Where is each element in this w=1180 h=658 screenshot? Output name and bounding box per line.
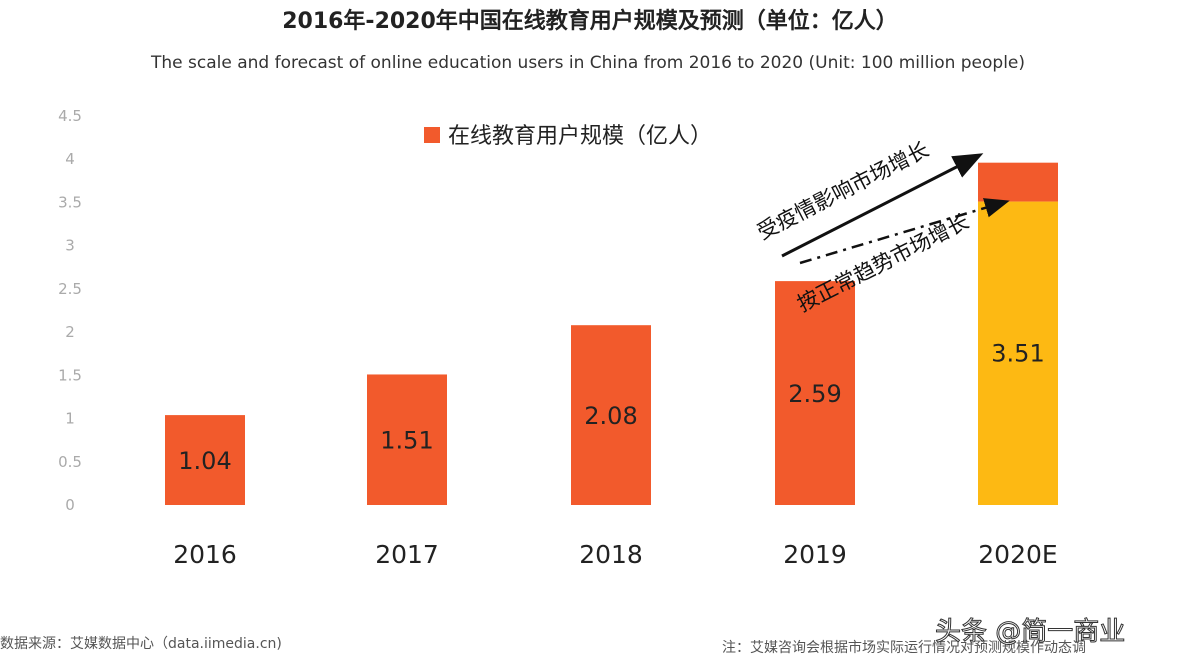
normal-growth-arrow [799, 198, 1010, 265]
bar-2020E [978, 201, 1058, 505]
x-tick-label: 2018 [579, 540, 643, 569]
y-tick-label: 3 [65, 237, 75, 255]
y-tick-label: 2.5 [58, 280, 82, 298]
x-tick-label: 2020E [978, 540, 1057, 569]
y-tick-label: 2 [65, 323, 75, 341]
covid-growth-arrow [781, 153, 984, 258]
data-label: 1.04 [178, 447, 231, 475]
annotation-covid-growth: 受疫情影响市场增长 [753, 137, 932, 244]
y-tick-label: 1 [65, 410, 75, 428]
y-tick-label: 4 [65, 150, 75, 168]
chart-subtitle: The scale and forecast of online educati… [150, 53, 1025, 73]
legend-label: 在线教育用户规模（亿人） [448, 124, 712, 149]
chart-title: 2016年-2020年中国在线教育用户规模及预测（单位：亿人） [282, 8, 898, 34]
x-tick-label: 2017 [375, 540, 439, 569]
x-tick-label: 2016 [173, 540, 237, 569]
watermark: 头条 @简一商业 [935, 617, 1125, 647]
legend-swatch [424, 127, 440, 143]
annotation-normal-growth: 按正常趋势市场增长 [793, 209, 972, 316]
y-tick-label: 0.5 [58, 453, 82, 471]
x-tick-label: 2019 [783, 540, 847, 569]
forecast-note: 注：艾媒咨询会根据市场实际运行情况对预测规模作动态调 [722, 639, 1086, 656]
source-note: 数据来源：艾媒数据中心（data.iimedia.cn) [0, 636, 282, 652]
y-tick-label: 0 [65, 496, 75, 514]
data-label: 2.08 [584, 402, 637, 430]
data-label: 2.59 [788, 380, 841, 408]
y-tick-label: 1.5 [58, 366, 82, 384]
y-tick-label: 3.5 [58, 193, 82, 211]
bar-2019 [775, 281, 855, 505]
bar-segment-covid-increase [978, 162, 1058, 202]
data-label: 1.51 [380, 427, 433, 455]
bar-2017 [367, 374, 447, 505]
bar-2018 [571, 325, 651, 505]
bar-2016 [165, 415, 245, 505]
data-label: 3.51 [991, 339, 1044, 367]
y-tick-label: 4.5 [58, 107, 82, 125]
